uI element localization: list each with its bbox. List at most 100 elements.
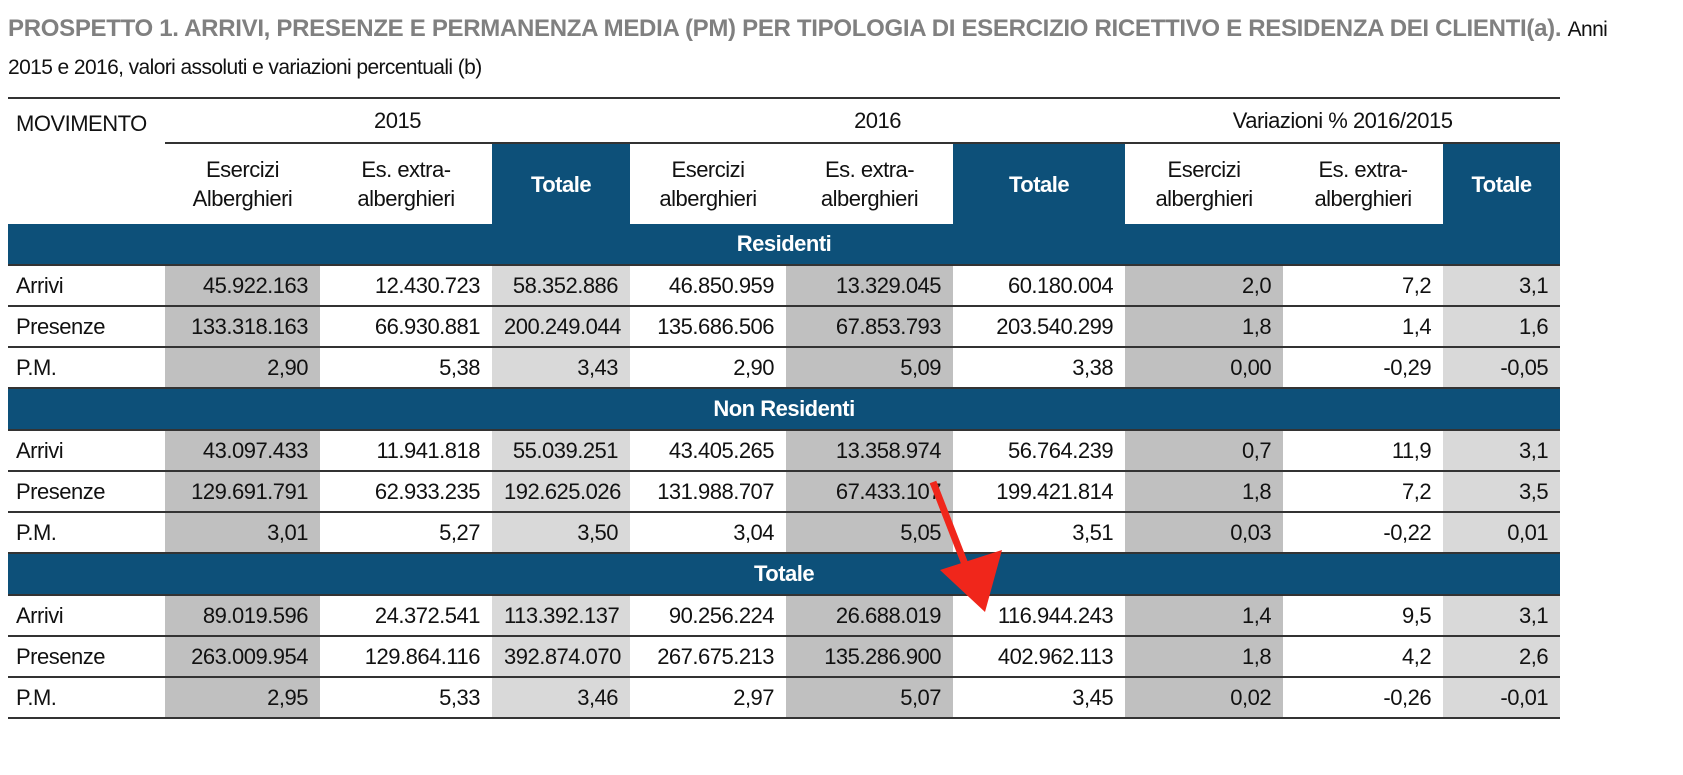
table-row: P.M. 3,01 5,27 3,50 3,04 5,05 3,51 0,03 -0,22 0,0… [8,512,1561,554]
table-cell: 43.405.265 [630,430,787,472]
column-header-line: alberghieri [659,186,757,211]
table-cell: 2,6 [1443,636,1561,678]
table-cell: 131.988.707 [630,471,787,513]
table-cell: 3,51 [953,512,1126,554]
header-2015: 2015 [165,98,631,144]
header-movimento: MOVIMENTO [16,111,147,136]
table-cell: 89.019.596 [165,595,320,637]
row-label: Arrivi [8,265,165,307]
row-label: P.M. [8,347,165,389]
column-header-line: alberghieri [820,186,919,211]
table-cell: 3,43 [492,347,631,389]
table-cell: 1,6 [1443,306,1561,348]
row-label: Arrivi [8,595,165,637]
row-label: Presenze [8,636,165,678]
table-row: Presenze 263.009.954 129.864.116 392.874.07… [8,636,1561,678]
row-label: P.M. [8,677,165,719]
table-body: Residenti Arrivi 45.922.163 12.430.723 58.35… [8,224,1561,719]
title-main: PROSPETTO 1. ARRIVI, PRESENZE E PERMANEN… [8,15,1562,42]
table-row: Arrivi 43.097.433 11.941.818 55.039.251 43.4… [8,430,1561,472]
table-cell: 12.430.723 [320,265,492,307]
table-cell: 67.433.107 [786,471,954,513]
table-cell: 5,33 [320,677,492,719]
row-label: P.M. [8,512,165,554]
table-cell: 1,4 [1283,306,1444,348]
table-cell: 0,03 [1125,512,1284,554]
column-header-line: Esercizi [671,157,746,182]
table-cell: 1,8 [1125,306,1284,348]
table-cell: 199.421.814 [953,471,1126,513]
table-cell: 192.625.026 [492,471,631,513]
table-cell: 43.097.433 [165,430,320,472]
table-cell: 3,46 [492,677,631,719]
column-header-line: Es. extra- [361,157,451,182]
column-header-line: Esercizi [1167,157,1242,182]
table-cell: 263.009.954 [165,636,320,678]
arrow-shaft [929,480,972,574]
table-title: PROSPETTO 1. ARRIVI, PRESENZE E PERMANEN… [8,10,1608,86]
column-header: Esercizi Alberghieri [165,143,320,224]
column-header-line: Esercizi [205,157,280,182]
table-cell: 26.688.019 [786,595,954,637]
section-band: Non Residenti [8,388,1561,431]
table-cell: 0,01 [1443,512,1561,554]
table-cell: 3,01 [165,512,320,554]
column-header-line: Es. extra- [824,157,915,182]
column-header-line: Alberghieri [192,186,293,211]
table-cell: 3,04 [630,512,787,554]
column-header: Totale [1443,143,1561,224]
table-cell: 11,9 [1283,430,1444,472]
table-row: Arrivi 45.922.163 12.430.723 58.352.886 46.8… [8,265,1561,307]
table-cell: 5,38 [320,347,492,389]
table-cell: 3,38 [953,347,1126,389]
table-cell: 55.039.251 [492,430,631,472]
column-header-line: Es. extra- [1318,157,1408,182]
section-band: Residenti [8,224,1561,266]
table-cell: 11.941.818 [320,430,492,472]
header-variazioni: Variazioni % 2016/2015 [1125,98,1561,144]
table-row: Arrivi 89.019.596 24.372.541 113.392.137 90.… [8,595,1561,637]
table-cell: -0,05 [1443,347,1561,389]
table-cell: 3,1 [1443,265,1561,307]
table-cell: -0,26 [1283,677,1444,719]
table-cell: 0,02 [1125,677,1284,719]
header-2016: 2016 [630,98,1126,144]
table-cell: 5,09 [786,347,954,389]
table-cell: -0,22 [1283,512,1444,554]
column-header: Es. extra-alberghieri [1283,143,1443,224]
table-cell: 13.358.974 [786,430,954,472]
column-header-row: Esercizi Alberghieri Es. extra-alberghieri… [8,143,1561,224]
table-cell: 135.686.506 [630,306,787,348]
table-cell: 203.540.299 [953,306,1126,348]
table-cell: 24.372.541 [320,595,492,637]
table-cell: 200.249.044 [492,306,631,348]
table-cell: 129.864.116 [320,636,492,678]
table-cell: 7,2 [1283,471,1444,513]
table-cell: 1,8 [1125,471,1284,513]
table-cell: 7,2 [1283,265,1444,307]
table-row: Presenze 129.691.791 62.933.235 192.625.026… [8,471,1561,513]
table-cell: 2,90 [630,347,787,389]
table-cell: 402.962.113 [953,636,1126,678]
table-cell: 56.764.239 [953,430,1126,472]
row-label: Presenze [8,471,165,513]
column-header: Totale [492,143,631,224]
table-cell: 116.944.243 [953,595,1126,637]
section-header: Totale [8,553,1561,596]
table-cell: 3,50 [492,512,631,554]
column-header-line: alberghieri [357,186,455,211]
table-cell: 4,2 [1283,636,1444,678]
table-cell: 1,8 [1125,636,1284,678]
table-cell: 46.850.959 [630,265,787,307]
table-cell: 392.874.070 [492,636,631,678]
table-row: P.M. 2,90 5,38 3,43 2,90 5,09 3,38 0,00 -0,29 -0,… [8,347,1561,389]
column-header: Totale [953,143,1126,224]
table-cell: 0,00 [1125,347,1284,389]
table-cell: 0,7 [1125,430,1284,472]
column-header: Esercizi alberghieri [1125,143,1283,224]
table-cell: 60.180.004 [953,265,1126,307]
table-cell: 9,5 [1283,595,1444,637]
table-cell: 66.930.881 [320,306,492,348]
table-cell: 58.352.886 [492,265,631,307]
table-cell: 267.675.213 [630,636,787,678]
